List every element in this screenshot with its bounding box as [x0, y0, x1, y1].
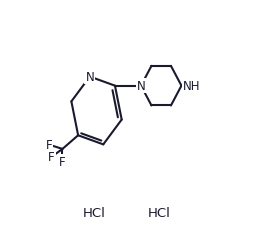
Text: HCl: HCl [148, 206, 171, 219]
Text: N: N [85, 71, 94, 84]
Text: F: F [59, 155, 66, 168]
Text: NH: NH [183, 80, 200, 93]
Text: F: F [48, 151, 55, 164]
Text: HCl: HCl [82, 206, 105, 219]
Text: N: N [137, 80, 146, 93]
Text: F: F [46, 139, 52, 152]
